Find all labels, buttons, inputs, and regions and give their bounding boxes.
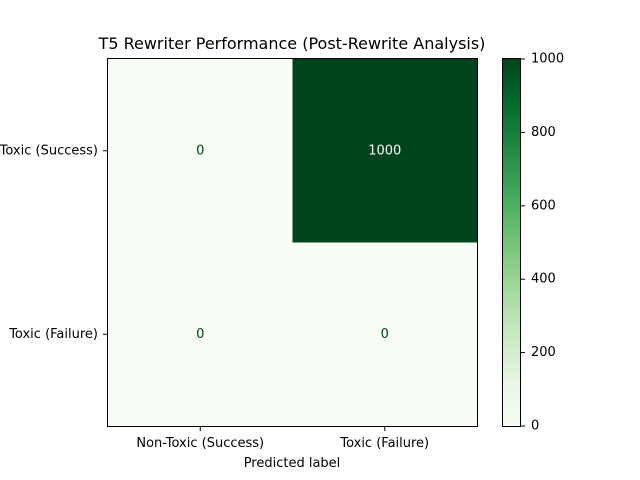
cell-value-label: 0 [196, 327, 204, 342]
heatmap-cell [292, 59, 478, 243]
x-axis-label: Predicted label [244, 456, 341, 471]
heatmap-cells [108, 59, 478, 427]
heatmap-cell [292, 242, 478, 427]
colorbar-tick-label: 0 [531, 419, 539, 434]
y-tick-label: Non-Toxic (Success) [0, 143, 98, 158]
x-axis-ticks: Non-Toxic (Success) Toxic (Failure) [136, 426, 429, 451]
y-axis-ticks: Non-Toxic (Success) Toxic (Failure) [0, 143, 108, 342]
heatmap-cell [108, 242, 293, 427]
heatmap-cell [108, 59, 293, 243]
plot-frame [107, 58, 478, 427]
colorbar-ticks: 0 200 400 600 800 1000 [520, 52, 564, 434]
colorbar-tick-label: 1000 [531, 52, 564, 67]
cell-value-label: 0 [381, 327, 389, 342]
colorbar-tick-label: 800 [531, 125, 556, 140]
cell-value-label: 0 [196, 143, 204, 158]
cell-value-label: 1000 [368, 143, 401, 158]
heatmap-value-labels: 0 1000 0 0 [196, 143, 401, 342]
x-tick-label: Non-Toxic (Success) [136, 436, 264, 451]
chart-title: T5 Rewriter Performance (Post-Rewrite An… [98, 34, 486, 53]
colorbar-tick-label: 600 [531, 198, 556, 213]
colorbar-tick-label: 400 [531, 272, 556, 287]
colorbar-tick-label: 200 [531, 345, 556, 360]
colorbar [502, 58, 521, 427]
x-tick-label: Toxic (Failure) [339, 436, 429, 451]
y-tick-label: Toxic (Failure) [8, 327, 98, 342]
